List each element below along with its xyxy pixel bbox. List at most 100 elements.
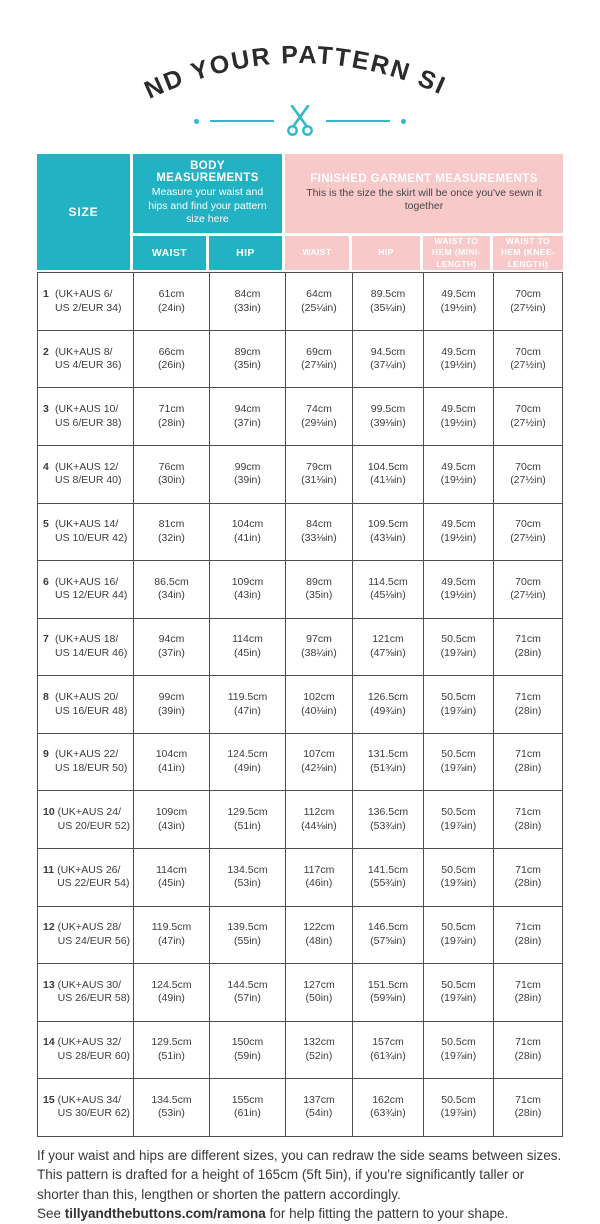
size-label: (UK+AUS 10/ US 6/EUR 38) (54, 403, 122, 429)
body-group-subtitle: Measure your waist and hips and find you… (148, 186, 267, 226)
garment-hip-cell: 109.5cm (43⅛in) (351, 503, 423, 562)
size-label: (UK+AUS 26/ US 22/EUR 54) (57, 863, 130, 890)
size-table-header: SIZE BODY MEASUREMENTS Measure your wais… (36, 154, 563, 273)
footer-see-line: See tillyandthebuttons.com/ramona for he… (37, 1204, 563, 1224)
hem-knee-cell: 71cm (28in) (492, 618, 563, 677)
size-label: (UK+AUS 34/ US 30/EUR 62) (57, 1093, 131, 1120)
hem-knee-cell: 70cm (27½in) (492, 446, 563, 504)
body-hip-cell: 104cm (41in) (208, 503, 285, 562)
size-table-row: 2 (UK+AUS 8/ US 4/EUR 36) 66cm (26in) 89… (36, 330, 563, 389)
body-waist-cell: 129.5cm (51in) (132, 1021, 209, 1080)
garment-hip-cell: 99.5cm (39⅛in) (351, 388, 423, 447)
hem-knee-cell: 71cm (28in) (492, 676, 563, 734)
hem-mini-cell: 50.5cm (19⅞in) (422, 964, 493, 1022)
size-table-row: 7 (UK+AUS 18/ US 14/EUR 46) 94cm (37in) … (36, 618, 563, 677)
finished-garment-header: FINISHED GARMENT MEASUREMENTS This is th… (284, 154, 563, 236)
size-table-body: 1 (UK+AUS 6/ US 2/EUR 34) 61cm (24in) 84… (36, 272, 563, 1137)
body-waist-cell: 114cm (45in) (132, 848, 209, 907)
size-number: 1 (42, 287, 49, 300)
ramona-link[interactable]: tillyandthebuttons.com/ramona (64, 1206, 266, 1222)
body-hip-cell: 150cm (59in) (208, 1021, 285, 1080)
hem-mini-cell: 49.5cm (19½in) (422, 388, 493, 447)
title-divider (0, 104, 600, 138)
body-hip-cell: 155cm (61in) (208, 1079, 285, 1137)
size-table-row: 4 (UK+AUS 12/ US 8/EUR 40) 76cm (30in) 9… (36, 446, 563, 504)
size-cell: 13 (UK+AUS 30/ US 26/EUR 58) (36, 964, 133, 1022)
size-label: (UK+AUS 22/ US 18/EUR 50) (54, 748, 128, 775)
size-number: 2 (42, 345, 49, 358)
hem-mini-cell: 50.5cm (19⅞in) (422, 618, 493, 677)
size-cell: 3 (UK+AUS 10/ US 6/EUR 38) (36, 388, 133, 447)
garment-waist-column-header: WAIST (284, 235, 352, 273)
svg-text:FIND YOUR PATTERN SIZE: FIND YOUR PATTERN SIZE (0, 16, 451, 105)
hem-mini-cell: 49.5cm (19½in) (422, 503, 493, 562)
body-group-title: BODY MEASUREMENTS (156, 160, 259, 184)
body-waist-cell: 109cm (43in) (132, 791, 209, 849)
hem-mini-cell: 50.5cm (19⅞in) (422, 1021, 493, 1080)
size-column-header: SIZE (36, 154, 133, 273)
hem-mini-cell: 50.5cm (19⅞in) (422, 676, 493, 734)
size-label: (UK+AUS 12/ US 8/EUR 40) (54, 460, 122, 487)
garment-waist-cell: 89cm (35in) (284, 561, 352, 619)
size-number: 3 (42, 403, 49, 416)
divider-dot-left (194, 118, 199, 124)
body-hip-cell: 109cm (43in) (208, 561, 285, 619)
hem-knee-cell: 70cm (27½in) (492, 503, 563, 562)
size-cell: 4 (UK+AUS 12/ US 8/EUR 40) (36, 446, 133, 504)
hem-mini-cell: 49.5cm (19½in) (422, 561, 493, 619)
body-hip-cell: 84cm (33in) (208, 272, 285, 331)
size-label: (UK+AUS 24/ US 20/EUR 52) (57, 806, 131, 832)
garment-hip-cell: 94.5cm (37¼in) (351, 330, 423, 389)
finished-group-subtitle: This is the size the skirt will be once … (306, 186, 542, 213)
body-measurements-header: BODY MEASUREMENTS Measure your waist and… (132, 154, 285, 236)
size-number: 5 (42, 518, 49, 531)
size-table-row: 5 (UK+AUS 14/ US 10/EUR 42) 81cm (32in) … (36, 503, 563, 562)
garment-hip-cell: 126.5cm (49¾in) (351, 676, 423, 734)
garment-waist-cell: 127cm (50in) (284, 964, 352, 1022)
divider-line-left (210, 120, 274, 122)
body-waist-cell: 76cm (30in) (132, 446, 209, 504)
size-cell: 1 (UK+AUS 6/ US 2/EUR 34) (36, 272, 133, 331)
body-hip-cell: 134.5cm (53in) (208, 848, 285, 907)
garment-hip-cell: 104.5cm (41⅛in) (351, 446, 423, 504)
size-cell: 12 (UK+AUS 28/ US 24/EUR 56) (36, 906, 133, 965)
size-number: 9 (42, 748, 49, 761)
size-cell: 14 (UK+AUS 32/ US 28/EUR 60) (36, 1021, 133, 1080)
garment-hip-cell: 162cm (63¾in) (351, 1079, 423, 1137)
footer-see-suffix: for help fitting the pattern to your sha… (265, 1206, 509, 1222)
garment-hip-cell: 89.5cm (35¼in) (351, 272, 423, 331)
body-waist-cell: 86.5cm (34in) (132, 561, 209, 619)
garment-waist-cell: 132cm (52in) (284, 1021, 352, 1080)
size-cell: 7 (UK+AUS 18/ US 14/EUR 46) (36, 618, 133, 677)
size-number: 12 (42, 921, 55, 934)
hem-mini-cell: 50.5cm (19⅞in) (422, 1079, 493, 1137)
size-label: (UK+AUS 28/ US 24/EUR 56) (57, 921, 131, 947)
footer-text: If your waist and hips are different siz… (37, 1147, 562, 1202)
size-cell: 8 (UK+AUS 20/ US 16/EUR 48) (36, 676, 133, 734)
garment-hip-cell: 131.5cm (51¾in) (351, 733, 423, 792)
body-waist-cell: 99cm (39in) (132, 676, 209, 734)
size-label: (UK+AUS 18/ US 14/EUR 46) (54, 633, 128, 659)
garment-waist-cell: 79cm (31⅛in) (284, 446, 352, 504)
size-table-row: 12 (UK+AUS 28/ US 24/EUR 56) 119.5cm (47… (36, 906, 563, 965)
garment-hip-column-header: HIP (351, 235, 423, 273)
size-label: (UK+AUS 32/ US 28/EUR 60) (57, 1036, 131, 1062)
body-hip-cell: 139.5cm (55in) (208, 906, 285, 965)
size-number: 11 (42, 863, 55, 876)
body-hip-cell: 119.5cm (47in) (208, 676, 285, 734)
body-hip-cell: 89cm (35in) (208, 330, 285, 389)
page-header: FIND YOUR PATTERN SIZE (0, 16, 600, 138)
scissors-icon (287, 105, 313, 136)
garment-waist-cell: 102cm (40⅛in) (284, 676, 352, 734)
hem-knee-cell: 70cm (27½in) (492, 561, 563, 619)
hem-knee-cell: 71cm (28in) (492, 1079, 563, 1137)
garment-waist-cell: 122cm (48in) (284, 906, 352, 965)
size-number: 10 (42, 806, 55, 819)
size-number: 8 (42, 690, 49, 703)
size-label: (UK+AUS 6/ US 2/EUR 34) (54, 287, 122, 314)
size-cell: 11 (UK+AUS 26/ US 22/EUR 54) (36, 848, 133, 907)
body-waist-cell: 61cm (24in) (132, 272, 209, 331)
size-cell: 5 (UK+AUS 14/ US 10/EUR 42) (36, 503, 133, 562)
size-table: SIZE BODY MEASUREMENTS Measure your wais… (36, 154, 563, 1137)
page-title-text: FIND YOUR PATTERN SIZE (0, 16, 449, 105)
